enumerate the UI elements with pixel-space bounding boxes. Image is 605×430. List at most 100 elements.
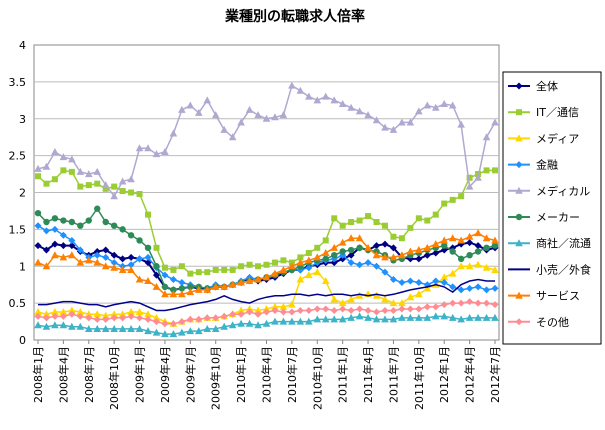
data-point — [187, 270, 194, 277]
data-point — [127, 175, 135, 183]
data-point — [432, 211, 439, 218]
data-series — [34, 81, 499, 338]
data-point — [101, 262, 110, 270]
data-point — [118, 310, 127, 318]
legend-label: メディア — [536, 131, 579, 145]
legend-item: メディカル — [508, 184, 590, 198]
data-point — [76, 246, 84, 254]
data-point — [465, 232, 474, 240]
data-point — [42, 262, 51, 270]
data-point — [313, 305, 321, 313]
data-point — [448, 269, 457, 277]
data-point — [440, 301, 448, 309]
data-point — [406, 118, 415, 126]
data-point — [296, 86, 305, 94]
data-point — [296, 275, 305, 283]
data-point — [85, 217, 92, 224]
data-point — [440, 312, 449, 320]
data-point — [77, 183, 84, 190]
data-point — [448, 234, 457, 242]
data-point — [288, 262, 296, 270]
x-tick-label: 2011年1月 — [336, 346, 350, 403]
data-point — [338, 238, 347, 246]
data-point — [51, 147, 59, 155]
data-point — [161, 320, 169, 328]
data-point — [474, 242, 482, 250]
data-point — [51, 251, 59, 259]
data-point — [449, 196, 456, 203]
data-point — [110, 222, 118, 229]
data-point — [77, 222, 84, 229]
data-point — [203, 324, 212, 332]
series-6 — [34, 312, 499, 338]
data-point — [313, 253, 322, 261]
data-point — [228, 280, 237, 288]
data-point — [153, 244, 160, 251]
data-point — [110, 324, 118, 332]
data-point — [42, 314, 50, 322]
data-point — [152, 318, 160, 326]
data-point — [194, 327, 203, 335]
data-point — [448, 313, 457, 321]
data-point — [305, 249, 312, 256]
data-point — [296, 307, 304, 314]
data-point — [457, 120, 465, 128]
legend-item: その他 — [508, 316, 569, 329]
data-point — [102, 315, 110, 323]
data-point — [432, 303, 440, 311]
data-point — [102, 185, 109, 192]
data-point — [101, 311, 110, 319]
data-point — [415, 305, 423, 313]
data-point — [152, 328, 161, 336]
data-point — [144, 310, 152, 318]
data-point — [42, 310, 51, 318]
y-tick-label: 4 — [19, 39, 26, 52]
data-point — [59, 307, 68, 315]
data-point — [465, 182, 474, 190]
x-tick-label: 2009年10月 — [209, 346, 223, 410]
data-point — [60, 217, 67, 224]
data-point — [491, 313, 499, 321]
data-point — [415, 246, 423, 254]
data-point — [482, 313, 491, 321]
data-point — [229, 310, 237, 318]
data-point — [169, 290, 178, 298]
data-point — [330, 259, 338, 267]
data-point — [144, 244, 152, 252]
data-point — [474, 283, 482, 291]
data-point — [136, 190, 143, 197]
data-point — [364, 313, 372, 321]
data-point — [449, 299, 457, 307]
data-point — [237, 306, 245, 314]
data-point — [330, 96, 339, 104]
data-point — [406, 293, 415, 301]
data-point — [93, 315, 101, 323]
data-point — [474, 313, 482, 321]
data-point — [389, 307, 397, 314]
data-point — [373, 219, 380, 225]
data-point — [321, 248, 330, 256]
data-point — [271, 259, 278, 266]
data-point — [339, 222, 346, 229]
data-point — [60, 167, 67, 174]
data-point — [339, 248, 346, 255]
legend-item: メーカー — [508, 211, 580, 224]
data-point — [51, 321, 59, 329]
data-point — [212, 314, 220, 322]
data-point — [491, 242, 499, 249]
data-point — [347, 246, 355, 254]
data-point — [84, 324, 93, 332]
data-point — [491, 301, 499, 309]
data-point — [34, 164, 42, 172]
data-point — [441, 242, 448, 249]
data-point — [279, 302, 288, 310]
data-point — [458, 193, 465, 200]
data-point — [194, 108, 203, 116]
legend-label: IT／通信 — [536, 106, 579, 119]
legend-label: 商社／流通 — [536, 236, 591, 250]
data-point — [449, 248, 456, 255]
data-point — [76, 307, 85, 315]
data-point — [127, 312, 135, 320]
